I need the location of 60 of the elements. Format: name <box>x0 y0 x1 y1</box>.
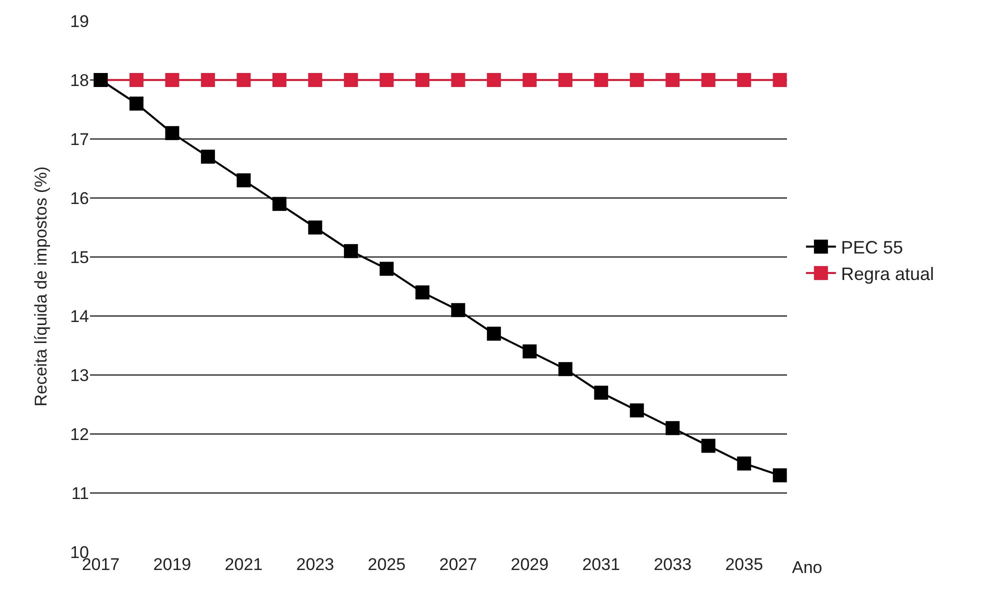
point <box>272 196 286 211</box>
point <box>701 73 716 87</box>
x-tick-label: 2021 <box>224 555 263 574</box>
point <box>630 73 644 87</box>
point <box>558 362 572 376</box>
x-tick-label: 2019 <box>153 555 192 574</box>
y-tick-label: 14 <box>70 306 89 326</box>
y-tick-label: 11 <box>71 484 89 503</box>
point <box>415 285 430 300</box>
point <box>236 73 251 87</box>
x-axis-title: Ano <box>792 558 822 577</box>
legend-label: PEC 55 <box>840 238 903 258</box>
x-tick-label: 2033 <box>654 555 692 574</box>
point <box>165 126 180 140</box>
point <box>772 73 787 87</box>
point <box>772 468 787 482</box>
y-tick-label: 17 <box>70 130 89 149</box>
point <box>451 303 466 318</box>
point <box>594 73 608 87</box>
point <box>129 73 144 87</box>
point <box>558 73 572 87</box>
point <box>486 326 501 341</box>
y-tick-label: 13 <box>70 366 89 385</box>
point <box>737 456 752 470</box>
point <box>380 262 394 276</box>
legend-label: Regra atual <box>840 264 934 284</box>
x-tick-label: 2035 <box>725 555 764 574</box>
x-tick-label: 2023 <box>296 555 334 574</box>
point <box>737 73 752 87</box>
point <box>701 438 716 453</box>
x-tick-label: 2027 <box>439 555 478 574</box>
point <box>630 403 644 418</box>
point <box>666 421 680 436</box>
point <box>200 73 215 87</box>
point <box>272 73 286 87</box>
y-tick-label: 16 <box>70 188 89 208</box>
point <box>522 73 537 87</box>
x-tick-label: 2029 <box>510 555 549 574</box>
y-axis-title: Receita líquida de impostos (%) <box>32 166 51 407</box>
point <box>380 73 394 87</box>
point <box>236 173 251 188</box>
point <box>308 220 322 234</box>
point <box>594 386 608 400</box>
point <box>666 73 680 87</box>
point <box>344 73 358 87</box>
point <box>344 244 358 258</box>
point <box>451 73 466 87</box>
point <box>129 96 144 111</box>
point <box>522 344 537 358</box>
y-tick-label: 18 <box>70 70 89 90</box>
y-tick-label: 19 <box>70 12 89 31</box>
point <box>486 73 501 87</box>
x-tick-label: 2031 <box>582 555 620 574</box>
point <box>200 150 215 164</box>
point <box>415 73 430 87</box>
x-tick-label: 2025 <box>368 555 406 574</box>
y-tick-label: 12 <box>70 424 89 444</box>
y-tick-label: 15 <box>70 248 89 267</box>
point <box>165 73 180 87</box>
point <box>308 73 322 87</box>
